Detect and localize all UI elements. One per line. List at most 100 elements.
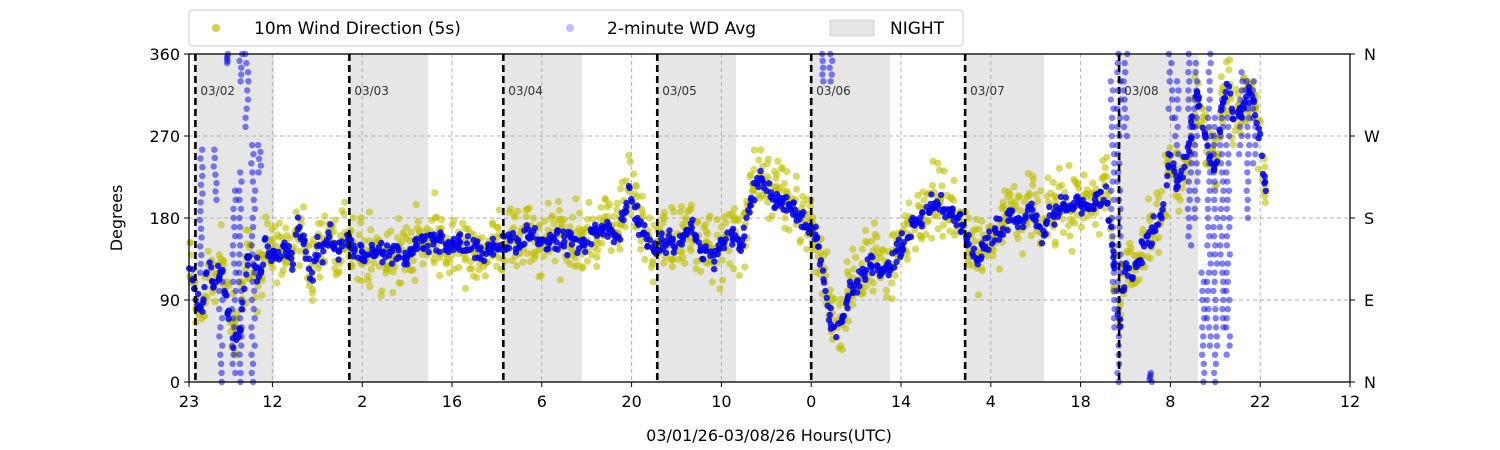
wd-5s-point (1085, 212, 1093, 220)
wd-2min-point (757, 167, 764, 175)
wd-5s-point (750, 165, 758, 174)
wd-5s-point (1077, 223, 1085, 231)
wd-2min-spike-point (212, 171, 219, 178)
wd-2min-point (372, 251, 380, 259)
x-tick-label: 12 (262, 392, 282, 411)
wd-2min-point (822, 287, 829, 295)
wd-2min-point (847, 282, 854, 289)
wd-5s-point (924, 218, 932, 226)
wd-2min-spike-point (1165, 105, 1172, 112)
wd-2min-spike-point (1219, 305, 1226, 313)
wd-2min-spike-point (826, 64, 833, 71)
wd-2min-spike-point (1243, 78, 1251, 85)
wd-2min-spike-point (1116, 160, 1123, 167)
wd-2min-point (666, 227, 673, 234)
wd-2min-spike-point (1203, 278, 1211, 285)
wd-5s-point (905, 199, 913, 207)
wd-2min-point (521, 240, 528, 247)
wd-2min-spike-point (1252, 151, 1259, 158)
wd-2min-spike-point (231, 260, 238, 267)
wd-2min-spike-point (1193, 114, 1200, 122)
wd-2min-point (521, 227, 528, 234)
wd-5s-point (978, 217, 986, 225)
wd-5s-point (859, 290, 867, 298)
wd-2min-spike-point (236, 196, 243, 203)
wd-2min-point (1165, 162, 1172, 169)
wd-2min-point (862, 276, 869, 283)
wd-5s-point (806, 202, 814, 210)
wd-2min-spike-point (1224, 278, 1232, 285)
wd-2min-point (1202, 131, 1209, 139)
wd-2min-spike-point (1199, 287, 1206, 295)
y-tick-label-right: S (1364, 209, 1374, 228)
wd-2min-spike-point (236, 251, 243, 258)
wd-2min-point (996, 215, 1003, 223)
wd-2min-spike-point (1224, 305, 1232, 313)
wd-2min-spike-point (1186, 223, 1193, 231)
wd-2min-spike-point (1210, 132, 1218, 140)
wd-5s-point (969, 227, 978, 235)
wd-5s-point (529, 214, 538, 222)
wd-2min-point (527, 231, 534, 238)
wd-2min-point (885, 259, 892, 266)
wd-5s-point (1153, 200, 1161, 208)
wd-2min-spike-point (199, 190, 206, 197)
wd-2min-spike-point (819, 71, 826, 78)
legend-box (188, 9, 964, 47)
wd-2min-spike-point (1206, 87, 1214, 94)
wd-2min-spike-point (242, 123, 249, 131)
wd-2min-point (646, 236, 653, 243)
wd-5s-point (314, 219, 323, 228)
wd-2min-point (388, 260, 396, 267)
wd-2min-spike-point (1175, 105, 1182, 112)
wd-2min-spike-point (236, 223, 243, 231)
wd-5s-point (625, 151, 633, 160)
wd-5s-point (975, 291, 983, 299)
wd-2min-spike-point (229, 242, 237, 249)
wd-2min-point (489, 251, 497, 258)
wd-2min-point (719, 239, 727, 246)
wd-2min-point (456, 231, 464, 238)
wd-2min-spike-point (1210, 223, 1217, 231)
wd-2min-point (741, 233, 748, 240)
wd-2min-spike-point (199, 164, 206, 171)
wd-5s-point (975, 225, 983, 233)
wd-2min-spike-point (1218, 114, 1225, 122)
wd-2min-spike-point (1168, 59, 1175, 67)
wd-2min-spike-point (1252, 141, 1259, 149)
wd-5s-point (263, 220, 272, 228)
wd-2min-point (552, 245, 559, 252)
wd-2min-point (628, 198, 636, 205)
wd-2min-point (711, 258, 718, 265)
wd-5s-point (888, 232, 897, 240)
wd-5s-point (842, 324, 850, 333)
wd-5s-point (989, 252, 997, 260)
wd-5s-point (681, 259, 689, 267)
wd-2min-point (692, 232, 700, 240)
wd-5s-point (614, 199, 622, 207)
wd-5s-point (1017, 207, 1025, 215)
wd-2min-point (658, 230, 665, 237)
wd-2min-spike-point (1115, 214, 1123, 222)
wd-2min-point (561, 238, 568, 245)
wd-2min-spike-point (1211, 269, 1218, 276)
wd-5s-point (728, 210, 736, 218)
wd-5s-point (217, 221, 225, 229)
wd-5s-point (186, 239, 194, 247)
wd-5s-point (594, 246, 602, 254)
wd-5s-point (283, 232, 291, 240)
wd-2min-spike-point (1212, 160, 1220, 167)
wd-5s-point (568, 213, 577, 222)
wd-5s-point (843, 258, 851, 266)
wd-2min-spike-point (1250, 78, 1258, 85)
wd-2min-spike-point (1198, 351, 1206, 358)
wd-2min-spike-point (1223, 205, 1231, 213)
wd-2min-spike-point (1199, 296, 1206, 304)
wd-5s-point (1103, 153, 1111, 161)
wd-5s-point (869, 287, 877, 295)
wd-2min-point (1144, 233, 1151, 240)
wd-5s-point (282, 258, 290, 266)
wd-5s-point (601, 195, 609, 203)
wd-5s-point (746, 173, 754, 181)
wd-2min-point (218, 268, 226, 276)
